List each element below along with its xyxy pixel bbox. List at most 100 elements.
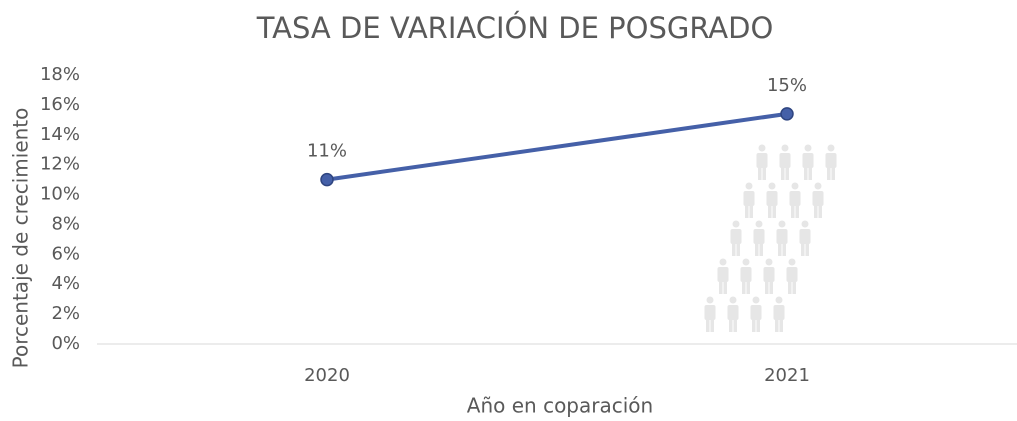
chart-title: TASA DE VARIACIÓN DE POSGRADO bbox=[256, 11, 774, 45]
person-leg bbox=[788, 279, 792, 294]
y-tick-label: 16% bbox=[40, 94, 80, 115]
person-leg bbox=[778, 241, 782, 256]
person-head bbox=[745, 182, 753, 190]
person-body bbox=[730, 229, 742, 244]
person-leg bbox=[752, 317, 756, 332]
person-icon bbox=[776, 220, 788, 256]
person-leg bbox=[759, 241, 763, 256]
person-body bbox=[756, 153, 768, 168]
y-axis-label: Porcentaje de crecimiento bbox=[9, 108, 33, 369]
person-head bbox=[804, 144, 812, 152]
person-body bbox=[779, 153, 791, 168]
person-head bbox=[814, 182, 822, 190]
person-icon bbox=[727, 296, 739, 332]
person-icon bbox=[773, 296, 785, 332]
person-body bbox=[776, 229, 788, 244]
person-leg bbox=[742, 279, 746, 294]
person-head bbox=[791, 182, 799, 190]
person-leg bbox=[765, 279, 769, 294]
person-leg bbox=[756, 317, 760, 332]
person-leg bbox=[749, 203, 753, 218]
x-tick-label: 2021 bbox=[764, 365, 810, 386]
person-body bbox=[727, 305, 739, 320]
person-head bbox=[706, 296, 714, 304]
person-body bbox=[753, 229, 765, 244]
person-leg bbox=[779, 317, 783, 332]
person-leg bbox=[758, 165, 762, 180]
person-icon bbox=[799, 220, 811, 256]
person-icon bbox=[766, 182, 778, 218]
person-head bbox=[729, 296, 737, 304]
person-body bbox=[789, 191, 801, 206]
person-body bbox=[825, 153, 837, 168]
point bbox=[320, 172, 334, 187]
person-body bbox=[740, 267, 752, 282]
y-tick-label: 0% bbox=[51, 333, 80, 354]
person-body bbox=[766, 191, 778, 206]
person-leg bbox=[775, 317, 779, 332]
x-tick-label: 2020 bbox=[304, 365, 350, 386]
person-head bbox=[775, 296, 783, 304]
person-icon bbox=[802, 144, 814, 180]
person-leg bbox=[808, 165, 812, 180]
person-head bbox=[732, 220, 740, 228]
y-tick-label: 2% bbox=[51, 303, 80, 324]
person-leg bbox=[801, 241, 805, 256]
person-leg bbox=[814, 203, 818, 218]
person-body bbox=[743, 191, 755, 206]
person-leg bbox=[719, 279, 723, 294]
person-head bbox=[788, 258, 796, 266]
person-leg bbox=[746, 279, 750, 294]
person-icon bbox=[717, 258, 729, 294]
person-head bbox=[778, 220, 786, 228]
person-leg bbox=[710, 317, 714, 332]
person-body bbox=[802, 153, 814, 168]
person-icon bbox=[779, 144, 791, 180]
person-leg bbox=[795, 203, 799, 218]
y-tick-label: 6% bbox=[51, 243, 80, 264]
person-icon bbox=[786, 258, 798, 294]
person-icon bbox=[756, 144, 768, 180]
person-head bbox=[768, 182, 776, 190]
person-leg bbox=[782, 241, 786, 256]
person-leg bbox=[805, 241, 809, 256]
people-decoration bbox=[704, 144, 837, 332]
person-body bbox=[704, 305, 716, 320]
person-head bbox=[752, 296, 760, 304]
person-icon bbox=[763, 258, 775, 294]
person-leg bbox=[785, 165, 789, 180]
y-tick-label: 8% bbox=[51, 213, 80, 234]
y-tick-label: 14% bbox=[40, 124, 80, 145]
person-leg bbox=[729, 317, 733, 332]
person-leg bbox=[723, 279, 727, 294]
person-body bbox=[812, 191, 824, 206]
person-head bbox=[758, 144, 766, 152]
person-icon bbox=[812, 182, 824, 218]
x-axis-label: Año en coparación bbox=[467, 394, 653, 418]
person-head bbox=[801, 220, 809, 228]
data-label: 11% bbox=[307, 141, 347, 162]
person-head bbox=[781, 144, 789, 152]
point bbox=[780, 107, 794, 121]
person-leg bbox=[818, 203, 822, 218]
y-tick-label: 4% bbox=[51, 273, 80, 294]
person-leg bbox=[755, 241, 759, 256]
person-icon bbox=[750, 296, 762, 332]
person-head bbox=[827, 144, 835, 152]
person-leg bbox=[792, 279, 796, 294]
person-leg bbox=[804, 165, 808, 180]
person-body bbox=[763, 267, 775, 282]
person-body bbox=[750, 305, 762, 320]
person-leg bbox=[772, 203, 776, 218]
person-leg bbox=[736, 241, 740, 256]
person-leg bbox=[768, 203, 772, 218]
person-icon bbox=[743, 182, 755, 218]
person-leg bbox=[827, 165, 831, 180]
data-label: 15% bbox=[767, 75, 807, 96]
y-tick-label: 10% bbox=[40, 184, 80, 205]
person-body bbox=[786, 267, 798, 282]
person-leg bbox=[831, 165, 835, 180]
person-leg bbox=[732, 241, 736, 256]
